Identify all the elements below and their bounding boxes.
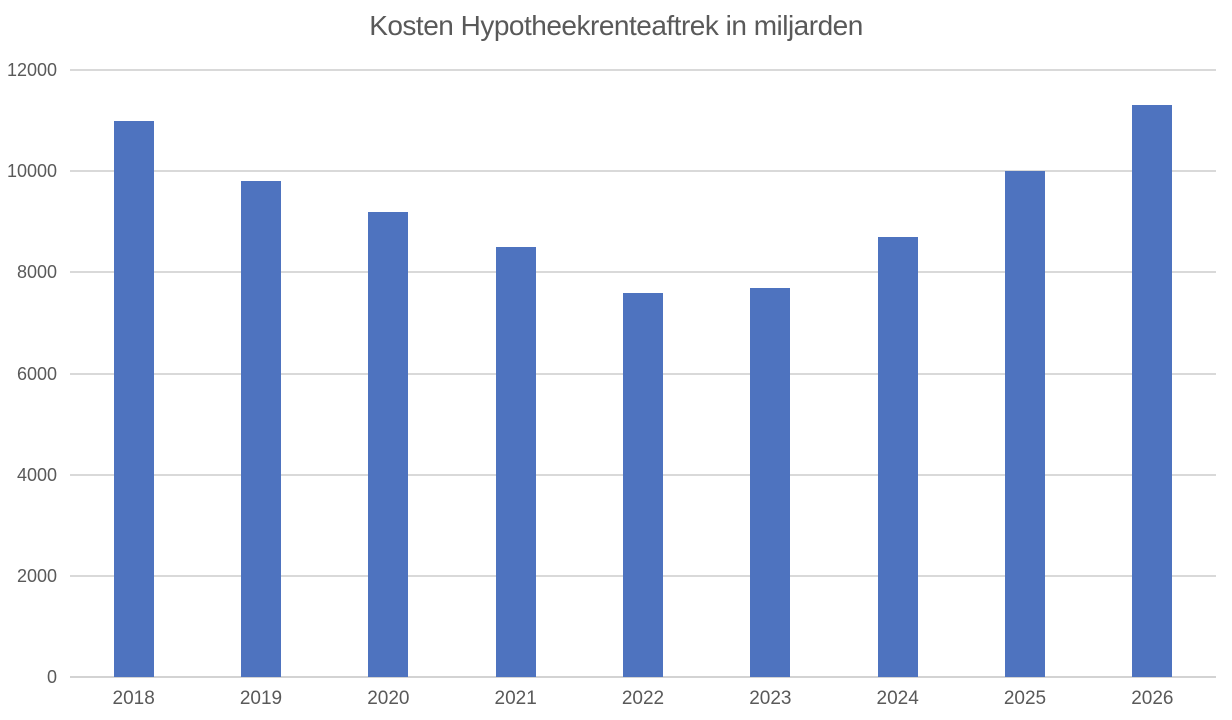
x-axis-tick-label: 2025: [1003, 688, 1047, 709]
y-axis-tick-label: 12000: [6, 60, 57, 80]
gridline: [70, 271, 1216, 274]
bar-2018: [113, 120, 154, 677]
y-axis-tick-label: 6000: [16, 363, 57, 384]
x-axis-tick-label: 2026: [1131, 688, 1174, 709]
bar-2025: [1005, 171, 1045, 677]
bar-2026: [1132, 105, 1173, 677]
y-axis-tick-label: 10000: [6, 161, 57, 182]
x-axis-tick-label: 2024: [876, 688, 919, 709]
plot-area: [70, 69, 1216, 678]
x-axis-tick-label: 2021: [494, 688, 537, 709]
bar-2020: [368, 211, 409, 677]
x-axis-tick-label: 2022: [621, 688, 665, 709]
y-axis-tick-label: 4000: [16, 464, 57, 485]
y-axis-tick-label: 2000: [16, 565, 57, 586]
y-axis-tick-label: 8000: [16, 262, 57, 283]
bar-2019: [241, 181, 281, 677]
bar-2023: [750, 287, 791, 677]
x-axis-tick-label: 2020: [367, 688, 410, 709]
x-axis-tick-label: 2023: [749, 688, 792, 709]
x-axis-tick-label: 2019: [239, 688, 283, 709]
y-axis-tick-label: 0: [46, 667, 57, 687]
x-axis-tick-label: 2018: [112, 688, 155, 709]
x-axis-line: [70, 676, 1216, 678]
gridline: [70, 170, 1216, 173]
chart-title: Kosten Hypotheekrenteaftrek in miljarden: [369, 10, 863, 41]
bar-2021: [495, 247, 536, 677]
bar-2024: [877, 236, 918, 677]
gridline: [70, 69, 1216, 71]
bar-2022: [623, 292, 663, 677]
